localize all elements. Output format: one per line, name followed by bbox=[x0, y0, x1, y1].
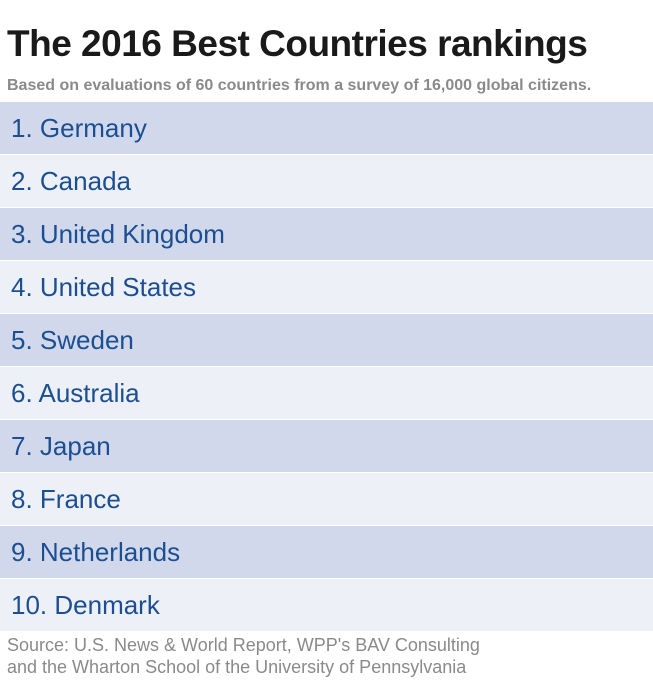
ranking-label: 4. United States bbox=[11, 272, 196, 302]
rankings-list: 1. Germany 2. Canada 3. United Kingdom 4. U… bbox=[0, 102, 653, 632]
source-line-1: Source: U.S. News & World Report, WPP's … bbox=[7, 635, 480, 655]
source-note: Source: U.S. News & World Report, WPP's … bbox=[7, 634, 647, 678]
ranking-row: 1. Germany bbox=[0, 102, 653, 155]
ranking-label: 2. Canada bbox=[11, 166, 131, 196]
ranking-label: 9. Netherlands bbox=[11, 537, 181, 567]
ranking-label: 8. France bbox=[11, 484, 121, 514]
ranking-row: 5. Sweden bbox=[0, 314, 653, 367]
ranking-row: 9. Netherlands bbox=[0, 526, 653, 579]
ranking-row: 3. United Kingdom bbox=[0, 208, 653, 261]
chart-subtitle: Based on evaluations of 60 countries fro… bbox=[7, 77, 592, 94]
ranking-label: 6. Australia bbox=[11, 378, 140, 408]
chart-title: The 2016 Best Countries rankings bbox=[7, 23, 588, 64]
ranking-row: 4. United States bbox=[0, 261, 653, 314]
ranking-row: 8. France bbox=[0, 473, 653, 526]
ranking-label: 7. Japan bbox=[11, 431, 111, 461]
ranking-row: 10. Denmark bbox=[0, 579, 653, 632]
ranking-label: 5. Sweden bbox=[11, 325, 134, 355]
ranking-label: 1. Germany bbox=[11, 113, 147, 143]
ranking-row: 2. Canada bbox=[0, 155, 653, 208]
ranking-label: 3. United Kingdom bbox=[11, 219, 225, 249]
source-line-2: and the Wharton School of the University… bbox=[7, 657, 467, 677]
ranking-row: 6. Australia bbox=[0, 367, 653, 420]
ranking-row: 7. Japan bbox=[0, 420, 653, 473]
ranking-label: 10. Denmark bbox=[11, 590, 160, 620]
